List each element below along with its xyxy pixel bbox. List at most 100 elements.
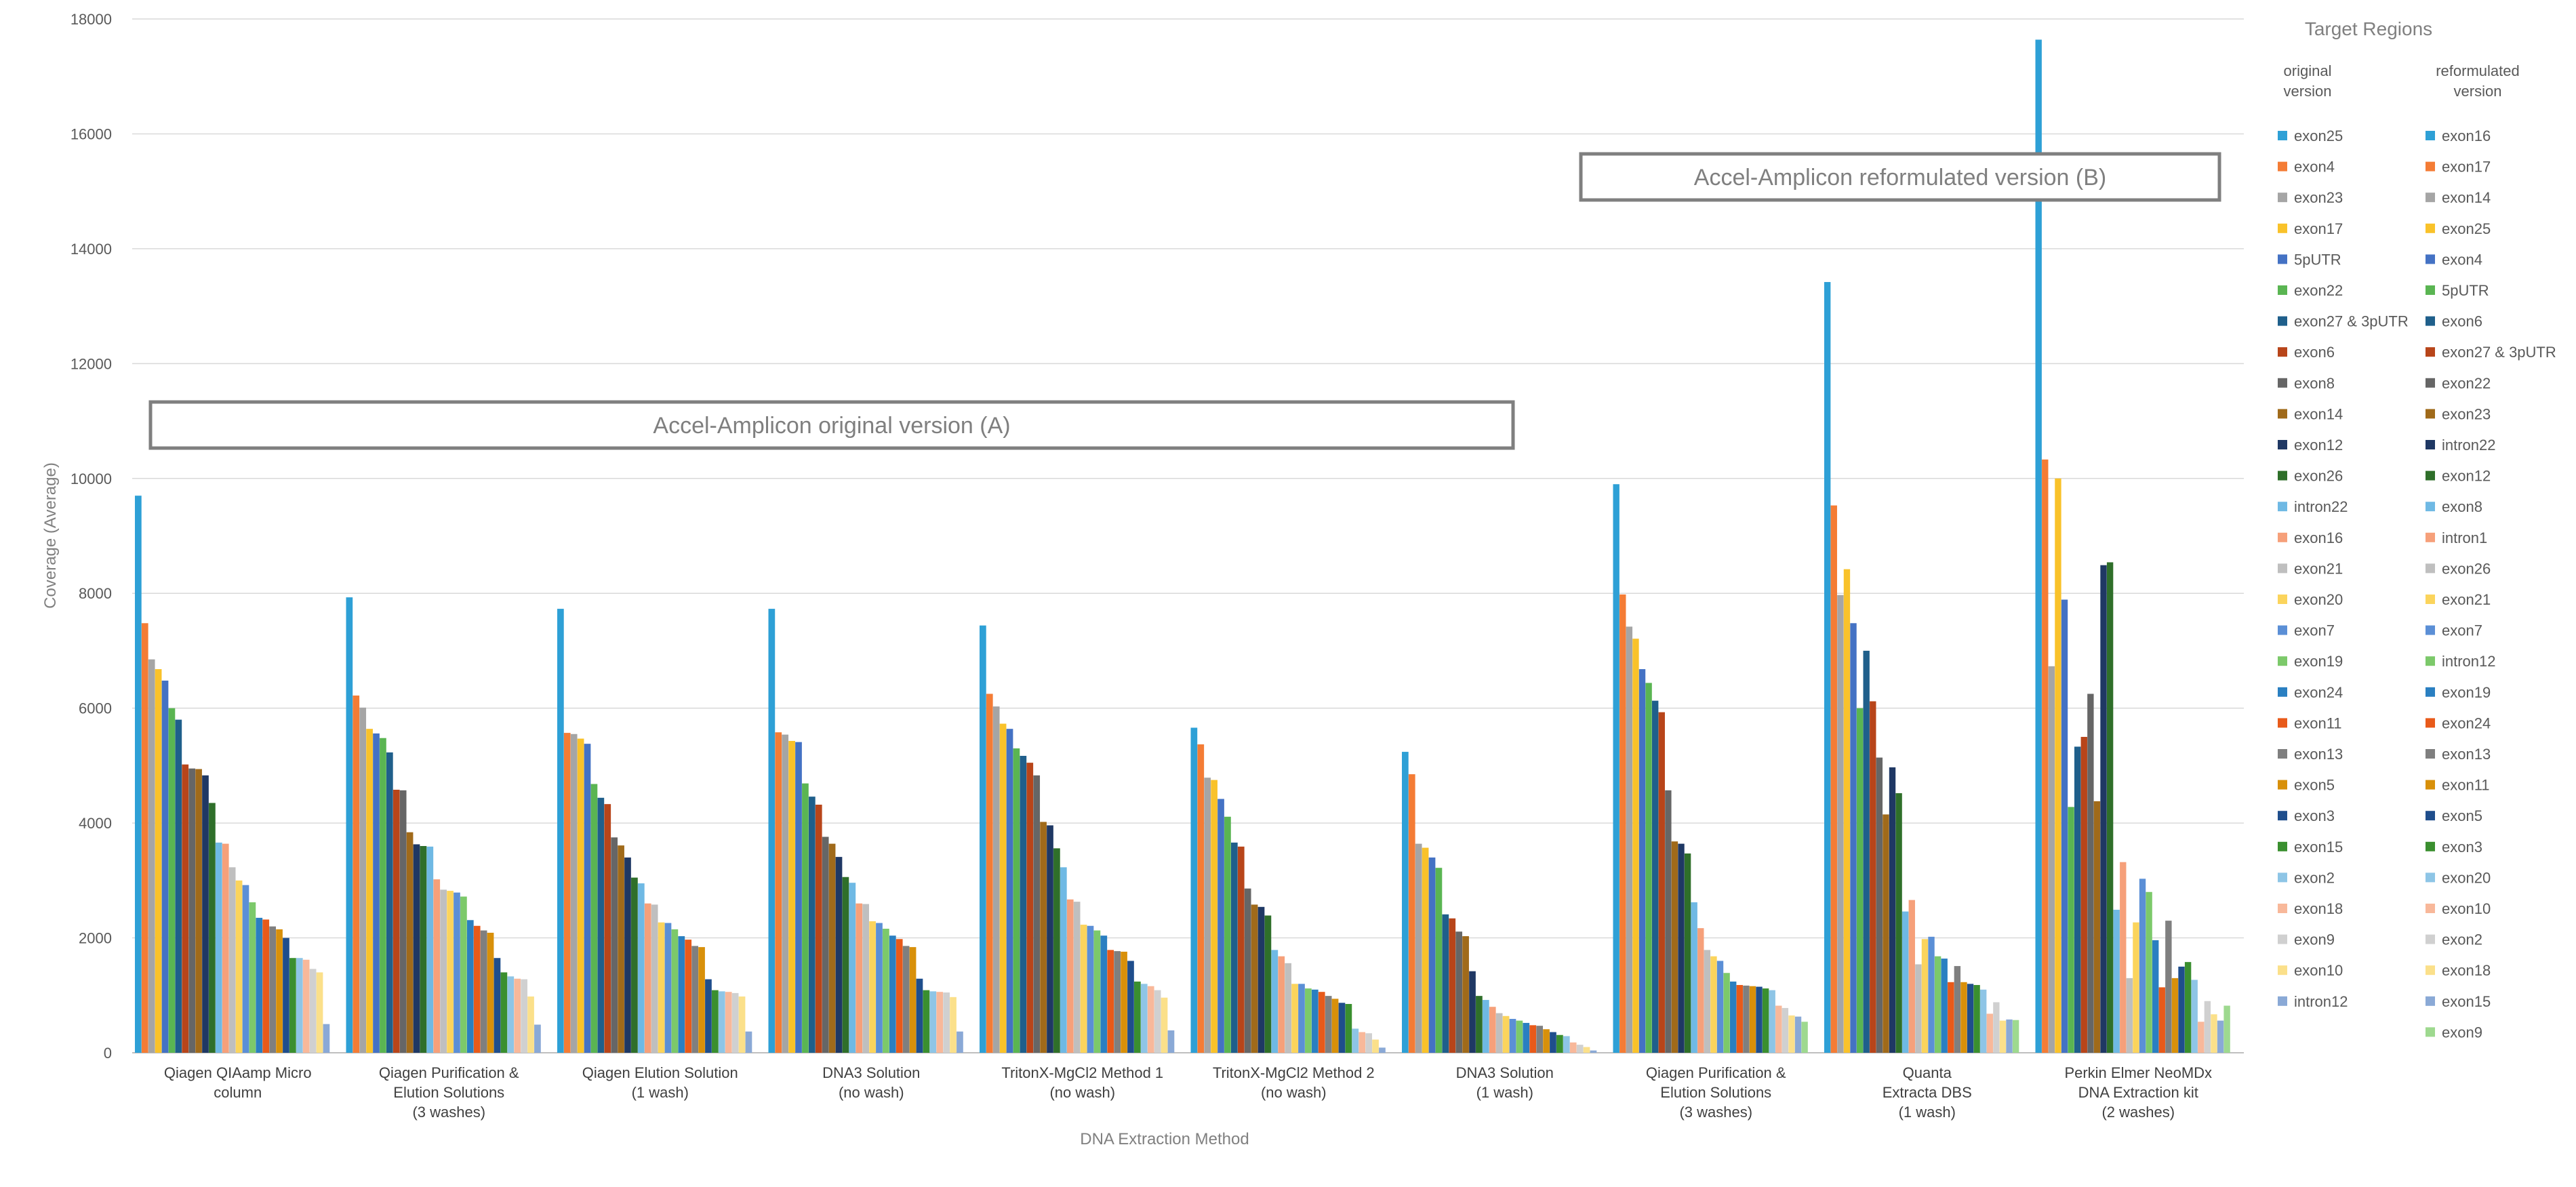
bar xyxy=(1033,775,1041,1053)
legend-swatch xyxy=(2426,502,2435,512)
bar xyxy=(1372,1039,1379,1053)
bar xyxy=(323,1024,330,1053)
bar xyxy=(2184,962,2192,1053)
x-category-label: DNA3 Solution (no wash) xyxy=(822,1064,920,1101)
legend-item: intron12 xyxy=(2426,653,2496,670)
bar xyxy=(1908,900,1915,1053)
legend-title: Target Regions xyxy=(2305,18,2432,39)
bar xyxy=(1114,951,1121,1053)
bar xyxy=(1285,963,1292,1053)
legend-label: exon17 xyxy=(2442,159,2491,176)
bar xyxy=(916,978,923,1053)
bar xyxy=(992,706,1000,1053)
bar xyxy=(1127,961,1134,1053)
legend-item: exon8 xyxy=(2278,375,2335,392)
legend-item: exon27 & 3pUTR xyxy=(2278,313,2409,330)
legend-label: 5pUTR xyxy=(2294,251,2341,268)
bar xyxy=(795,742,802,1053)
bar xyxy=(380,738,386,1053)
legend: Target Regions original version reformulat… xyxy=(2278,18,2556,1041)
bar xyxy=(1794,1016,1802,1053)
legend-item: exon25 xyxy=(2426,220,2491,237)
bar xyxy=(1318,992,1325,1053)
bar xyxy=(480,930,487,1053)
legend-label: exon3 xyxy=(2294,807,2335,824)
legend-swatch xyxy=(2278,409,2287,419)
bar xyxy=(570,733,578,1053)
bar xyxy=(202,775,209,1053)
legend-item: exon3 xyxy=(2426,839,2482,856)
legend-label: exon11 xyxy=(2442,777,2490,794)
legend-label: exon8 xyxy=(2294,375,2335,392)
bar xyxy=(597,797,605,1053)
bar xyxy=(889,935,896,1053)
bar xyxy=(2223,1005,2230,1053)
bar xyxy=(651,904,658,1053)
bar xyxy=(557,609,564,1053)
legend-item: exon12 xyxy=(2278,437,2343,454)
bar xyxy=(1224,816,1231,1053)
legend-swatch xyxy=(2278,316,2287,326)
x-category-label: DNA3 Solution (1 wash) xyxy=(1456,1064,1554,1101)
legend-swatch xyxy=(2426,749,2435,759)
bar xyxy=(1140,984,1148,1053)
legend-item: exon23 xyxy=(2278,189,2343,206)
legend-swatch xyxy=(2426,841,2435,851)
legend-label: exon25 xyxy=(2294,127,2343,144)
bar xyxy=(1529,1025,1537,1053)
bar xyxy=(895,939,903,1053)
legend-item: exon26 xyxy=(2426,560,2491,577)
bar xyxy=(426,846,434,1053)
legend-item: exon18 xyxy=(2278,900,2343,917)
bar xyxy=(842,877,849,1053)
bar xyxy=(1147,986,1154,1053)
bar xyxy=(1197,744,1205,1053)
bar xyxy=(262,919,270,1053)
bar xyxy=(487,932,494,1053)
bar xyxy=(1710,956,1717,1053)
legend-swatch xyxy=(2278,223,2287,233)
bar xyxy=(2012,1020,2019,1053)
bar xyxy=(222,843,229,1053)
bar xyxy=(447,891,454,1053)
bar xyxy=(1756,986,1763,1053)
legend-label: intron12 xyxy=(2442,653,2496,670)
bar xyxy=(664,923,672,1053)
y-tick-label: 18000 xyxy=(71,11,112,28)
legend-swatch xyxy=(2278,470,2287,481)
legend-label: exon14 xyxy=(2294,405,2343,422)
bar xyxy=(775,732,782,1053)
bar xyxy=(1723,973,1730,1053)
bar xyxy=(1856,708,1864,1053)
annotation-text: Accel-Amplicon reformulated version (B) xyxy=(1694,165,2106,190)
legend-swatch xyxy=(2278,904,2287,913)
legend-label: exon21 xyxy=(2442,591,2491,608)
bar xyxy=(980,625,986,1053)
legend-swatch xyxy=(2426,193,2435,203)
bar xyxy=(1775,1005,1782,1053)
bar xyxy=(1338,1003,1346,1053)
bar xyxy=(1583,1047,1590,1053)
bar xyxy=(1645,683,1652,1053)
bar xyxy=(691,946,698,1053)
legend-swatch xyxy=(2426,625,2435,635)
bar xyxy=(1619,594,1626,1053)
bar xyxy=(808,797,816,1053)
bar xyxy=(466,920,474,1053)
bar xyxy=(1237,846,1245,1053)
legend-label: exon26 xyxy=(2294,468,2343,485)
bar xyxy=(2171,978,2179,1053)
legend-label: exon6 xyxy=(2294,344,2335,361)
bar xyxy=(1502,1015,1510,1053)
legend-label: intron22 xyxy=(2294,498,2348,515)
legend-swatch xyxy=(2426,131,2435,140)
legend-label: intron22 xyxy=(2442,437,2496,454)
bar xyxy=(406,832,414,1053)
bar xyxy=(1402,752,1409,1053)
legend-swatch xyxy=(2278,625,2287,635)
bar xyxy=(1482,1000,1489,1053)
y-tick-label: 16000 xyxy=(71,125,112,142)
legend-item: exon27 & 3pUTR xyxy=(2426,344,2556,361)
bar xyxy=(957,1031,963,1053)
bar xyxy=(1204,778,1211,1053)
